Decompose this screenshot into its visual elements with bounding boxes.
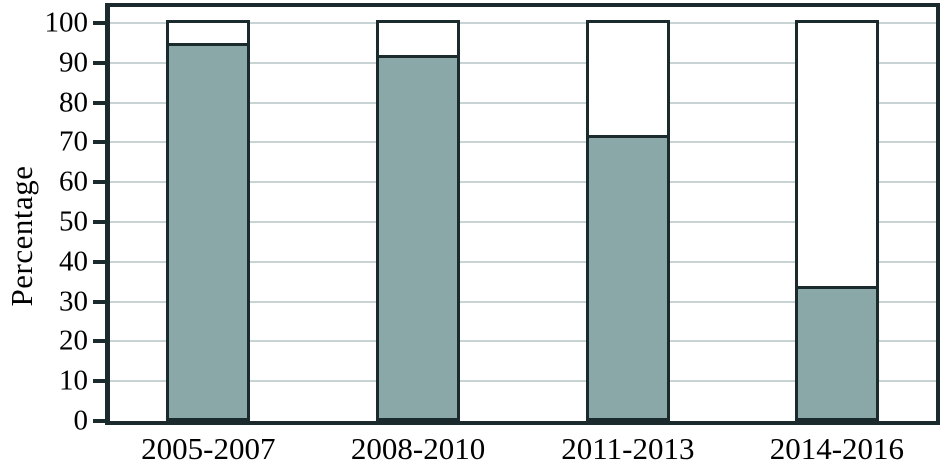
gridline — [110, 260, 936, 263]
bar-fill — [797, 286, 876, 418]
y-tick-label: 20 — [59, 324, 88, 357]
y-tick-label: 30 — [59, 285, 88, 318]
y-tick — [93, 180, 106, 185]
gridline — [110, 61, 936, 64]
x-axis-label: 2014-2016 — [769, 431, 905, 466]
y-tick-label: 0 — [73, 404, 89, 437]
x-axis-label: 2005-2007 — [141, 431, 276, 466]
y-tick-label: 100 — [44, 6, 89, 39]
bar-fill — [588, 134, 667, 418]
bar-fill — [379, 54, 458, 418]
x-axis-label: 2008-2010 — [350, 431, 486, 466]
gridline — [110, 340, 936, 343]
gridline — [110, 181, 936, 184]
gridline — [110, 220, 936, 223]
bar-fill — [169, 42, 248, 418]
y-tick-label: 90 — [59, 46, 88, 79]
x-axis-label: 2011-2013 — [561, 431, 695, 466]
y-tick — [93, 299, 106, 304]
y-tick-label: 10 — [59, 364, 88, 397]
y-tick-label: 60 — [59, 165, 88, 198]
bar-2011-2013 — [585, 19, 670, 421]
y-tick — [93, 219, 106, 224]
bar-2008-2010 — [376, 19, 461, 421]
gridline — [110, 141, 936, 144]
y-tick — [93, 419, 106, 423]
y-tick — [93, 140, 106, 145]
gridline — [110, 380, 936, 383]
y-tick — [93, 259, 106, 264]
y-tick-label: 50 — [59, 205, 88, 238]
gridline — [110, 101, 936, 104]
bar-2005-2007 — [166, 19, 251, 421]
y-axis-title: Percentage — [4, 165, 39, 307]
plot-area: 0 10 20 30 40 50 60 70 80 90 100 2005-2007 2008-2010… — [45, 3, 940, 464]
bar-2014-2016 — [794, 19, 879, 421]
gridline — [110, 21, 936, 24]
y-tick — [93, 339, 106, 344]
y-tick — [93, 100, 106, 105]
y-tick-label: 40 — [59, 245, 88, 278]
y-tick — [93, 60, 106, 65]
plot-inner: 0 10 20 30 40 50 60 70 80 90 100 2005-2007 2008-2010… — [45, 7, 936, 464]
y-tick-label: 80 — [59, 86, 88, 119]
y-tick — [93, 379, 106, 384]
y-tick — [93, 20, 106, 25]
y-tick-label: 70 — [59, 125, 88, 158]
gridline — [110, 300, 936, 303]
